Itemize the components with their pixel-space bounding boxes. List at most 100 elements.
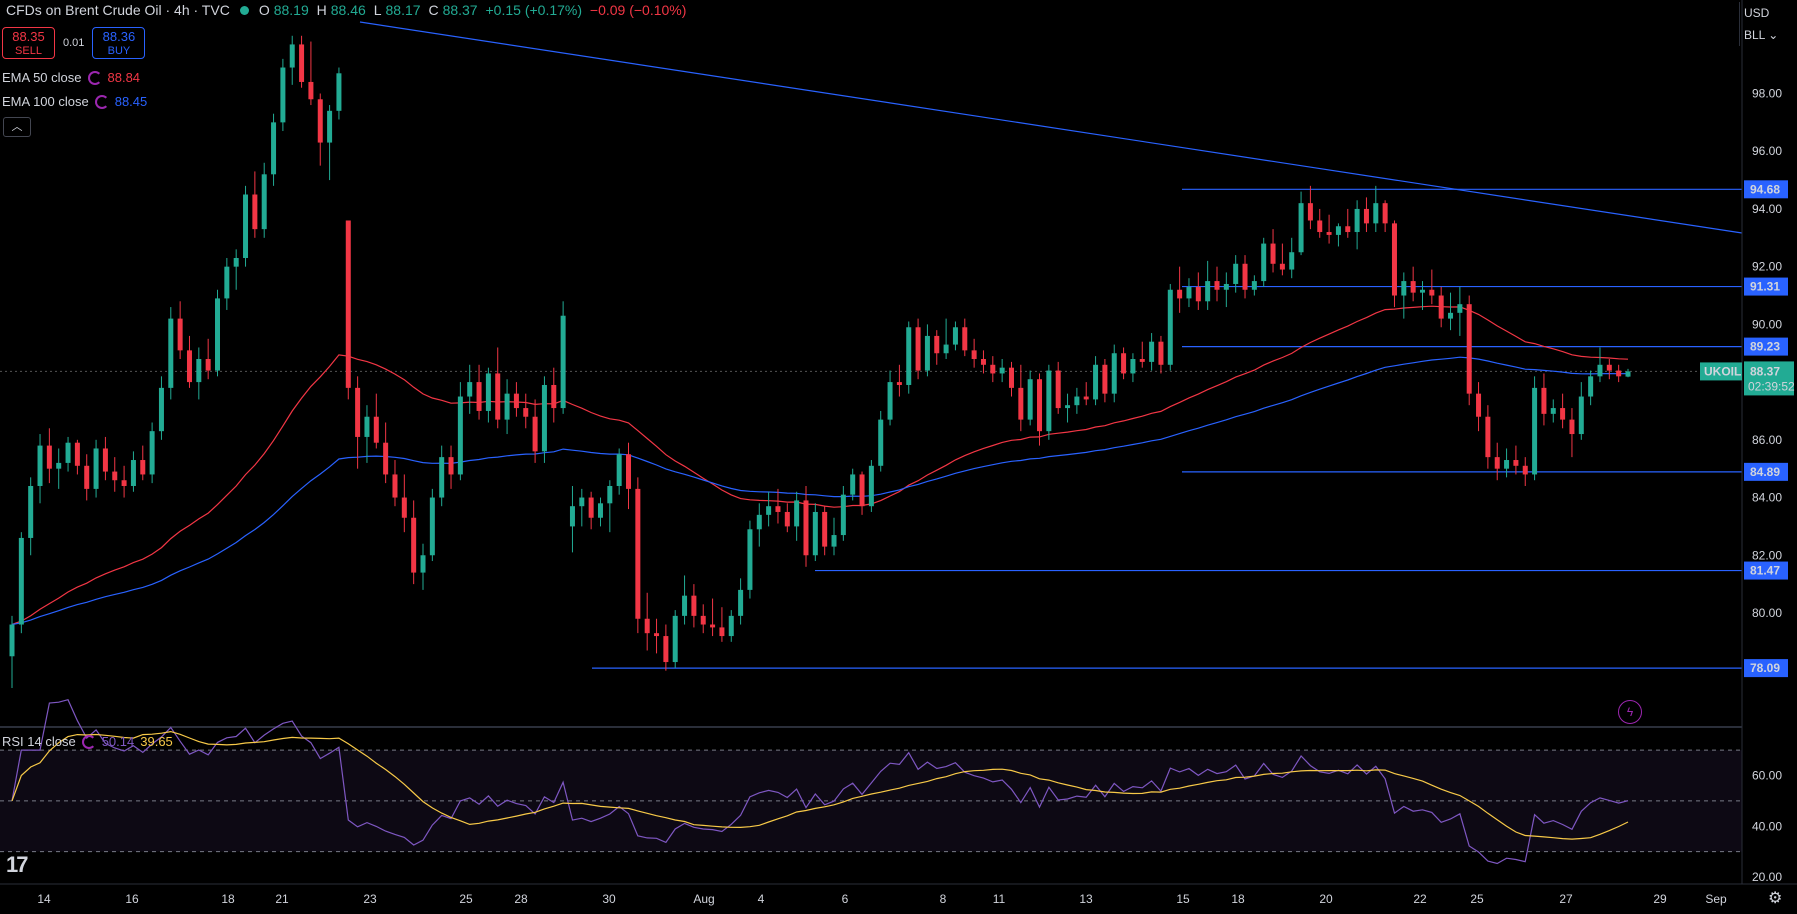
candle bbox=[1307, 185, 1313, 230]
high-label: H bbox=[316, 2, 327, 18]
tradingview-logo-icon[interactable]: 17 bbox=[6, 852, 29, 877]
candle bbox=[850, 468, 856, 501]
refresh-icon[interactable] bbox=[94, 94, 109, 109]
chevron-up-icon: ︿ bbox=[11, 121, 23, 133]
candle bbox=[1588, 370, 1594, 406]
refresh-icon[interactable] bbox=[81, 734, 96, 749]
ema100-legend[interactable]: EMA 100 close 88.45 bbox=[2, 94, 147, 109]
candle bbox=[1504, 448, 1510, 478]
trend-lines bbox=[0, 21, 1743, 669]
currency-code[interactable]: USD bbox=[1739, 2, 1789, 24]
rsi-line[interactable] bbox=[11, 698, 1629, 865]
candle bbox=[1139, 341, 1145, 368]
rsi-axis[interactable]: 60.00 40.00 20.00 bbox=[1752, 769, 1782, 885]
chevron-down-icon: ⌄ bbox=[1768, 28, 1779, 42]
candle bbox=[1158, 335, 1164, 374]
candle bbox=[1186, 278, 1192, 308]
rsi-legend[interactable]: RSI 14 close 50.14 39.65 bbox=[2, 734, 173, 749]
buy-button[interactable]: 88.36 BUY bbox=[92, 27, 146, 59]
level-price-badge[interactable] bbox=[1744, 337, 1788, 356]
ema100-line[interactable] bbox=[11, 356, 1629, 626]
level-price-badge[interactable] bbox=[1744, 659, 1788, 678]
candle bbox=[719, 607, 725, 642]
candle bbox=[1494, 442, 1500, 481]
time-tick-label: 27 bbox=[1559, 892, 1573, 906]
time-tick-label: 16 bbox=[125, 892, 139, 906]
candle bbox=[1345, 208, 1351, 238]
candle bbox=[177, 301, 183, 360]
trend-line[interactable] bbox=[359, 21, 1743, 234]
sell-label: SELL bbox=[15, 45, 42, 57]
symbol-title[interactable]: CFDs on Brent Crude Oil · 4h · TVC bbox=[6, 2, 230, 18]
candle bbox=[1373, 185, 1379, 233]
market-status-icon[interactable] bbox=[239, 5, 249, 15]
candle bbox=[682, 575, 688, 625]
refresh-icon[interactable] bbox=[87, 70, 102, 85]
time-tick-label: 6 bbox=[842, 892, 849, 906]
candle bbox=[289, 35, 295, 85]
ema50-line[interactable] bbox=[11, 305, 1629, 626]
level-price-badge[interactable] bbox=[1744, 277, 1788, 296]
price-tick-label: 94.00 bbox=[1752, 202, 1782, 216]
ema50-value: 88.84 bbox=[107, 70, 141, 85]
candle bbox=[1448, 292, 1454, 331]
candle bbox=[495, 347, 501, 429]
candle bbox=[18, 532, 24, 634]
candle bbox=[1046, 364, 1052, 440]
candle bbox=[261, 162, 267, 238]
candle bbox=[1382, 200, 1388, 233]
candle bbox=[215, 289, 221, 377]
candle bbox=[1195, 272, 1201, 310]
currency-selector[interactable]: USD BLL ⌄ bbox=[1739, 2, 1789, 46]
candle bbox=[990, 356, 996, 383]
candle bbox=[915, 318, 921, 380]
candle bbox=[224, 258, 230, 310]
price-axis[interactable]: 98.0096.0094.0092.0090.0088.0086.0084.00… bbox=[1700, 87, 1795, 678]
price-tick-label: 80.00 bbox=[1752, 606, 1782, 620]
candle bbox=[803, 485, 809, 567]
candle bbox=[878, 410, 884, 472]
close-label: C bbox=[428, 2, 439, 18]
candle bbox=[794, 491, 800, 541]
candle bbox=[485, 367, 491, 423]
candle bbox=[476, 364, 482, 420]
level-price-badge[interactable] bbox=[1744, 561, 1788, 580]
sell-button[interactable]: 88.35 SELL bbox=[2, 27, 55, 59]
candle bbox=[1457, 286, 1463, 336]
candle bbox=[635, 477, 641, 634]
rsi-ma-line[interactable] bbox=[11, 730, 1629, 840]
candle bbox=[1326, 214, 1332, 244]
candle bbox=[448, 445, 454, 489]
unit-selector[interactable]: BLL ⌄ bbox=[1739, 24, 1789, 46]
candle bbox=[243, 185, 249, 267]
candle bbox=[812, 503, 818, 562]
lightning-icon[interactable]: ϟ bbox=[1618, 700, 1642, 724]
candle bbox=[168, 307, 174, 400]
candle bbox=[1476, 382, 1482, 432]
collapse-legend-button[interactable]: ︿ bbox=[3, 117, 31, 137]
candle bbox=[1578, 382, 1584, 440]
time-tick-label: 25 bbox=[459, 892, 473, 906]
gear-icon[interactable]: ⚙ bbox=[1768, 890, 1783, 907]
candle bbox=[663, 624, 669, 671]
time-axis[interactable]: 14 16 18 21 23 25 28 30 Aug 4 6 8 11 13 15 18 20 22 25 27 29… bbox=[37, 892, 1727, 906]
time-tick-label: 23 bbox=[363, 892, 377, 906]
sell-price: 88.35 bbox=[12, 29, 45, 44]
ema50-legend[interactable]: EMA 50 close 88.84 bbox=[2, 70, 140, 85]
symbol-badge[interactable] bbox=[1700, 362, 1742, 381]
time-tick-label: 20 bbox=[1319, 892, 1333, 906]
level-price-badge[interactable] bbox=[1744, 180, 1788, 199]
candle bbox=[308, 41, 314, 106]
current-price-badge[interactable] bbox=[1744, 361, 1794, 396]
candle bbox=[56, 448, 62, 489]
candle bbox=[1550, 399, 1556, 423]
symbol-legend[interactable]: CFDs on Brent Crude Oil · 4h · TVC O 88.1… bbox=[6, 2, 690, 18]
candle bbox=[65, 436, 71, 472]
candle bbox=[186, 335, 192, 388]
time-tick-label: 22 bbox=[1413, 892, 1427, 906]
rsi-tick-label: 20.00 bbox=[1752, 870, 1782, 884]
candle bbox=[654, 618, 660, 654]
candle bbox=[962, 318, 968, 357]
level-price-badge[interactable] bbox=[1744, 462, 1788, 481]
